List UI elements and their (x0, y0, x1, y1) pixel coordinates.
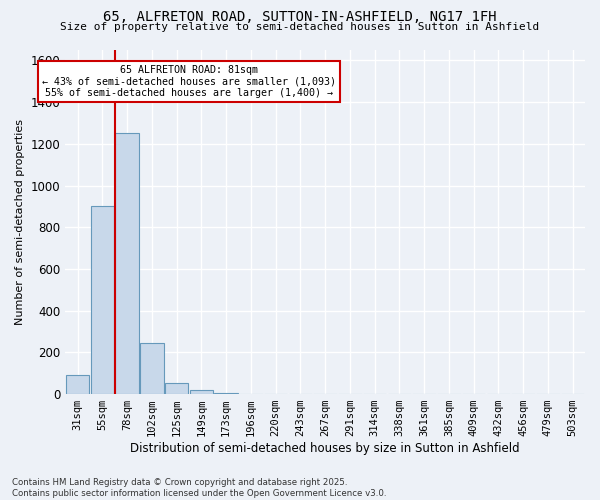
Bar (165, 382, 188, 394)
X-axis label: Distribution of semi-detached houses by size in Sutton in Ashfield: Distribution of semi-detached houses by … (130, 442, 520, 455)
Text: Size of property relative to semi-detached houses in Sutton in Ashfield: Size of property relative to semi-detach… (61, 22, 539, 32)
Bar (115, 134, 139, 394)
Bar (214, 393, 238, 394)
Text: 65 ALFRETON ROAD: 81sqm
← 43% of semi-detached houses are smaller (1,093)
55% of: 65 ALFRETON ROAD: 81sqm ← 43% of semi-de… (42, 64, 336, 98)
Bar (66, 376, 89, 394)
Text: Contains HM Land Registry data © Crown copyright and database right 2025.
Contai: Contains HM Land Registry data © Crown c… (12, 478, 386, 498)
Bar (190, 390, 213, 394)
Y-axis label: Number of semi-detached properties: Number of semi-detached properties (15, 119, 25, 325)
Bar (140, 343, 164, 394)
Text: 65, ALFRETON ROAD, SUTTON-IN-ASHFIELD, NG17 1FH: 65, ALFRETON ROAD, SUTTON-IN-ASHFIELD, N… (103, 10, 497, 24)
Bar (91, 206, 114, 394)
